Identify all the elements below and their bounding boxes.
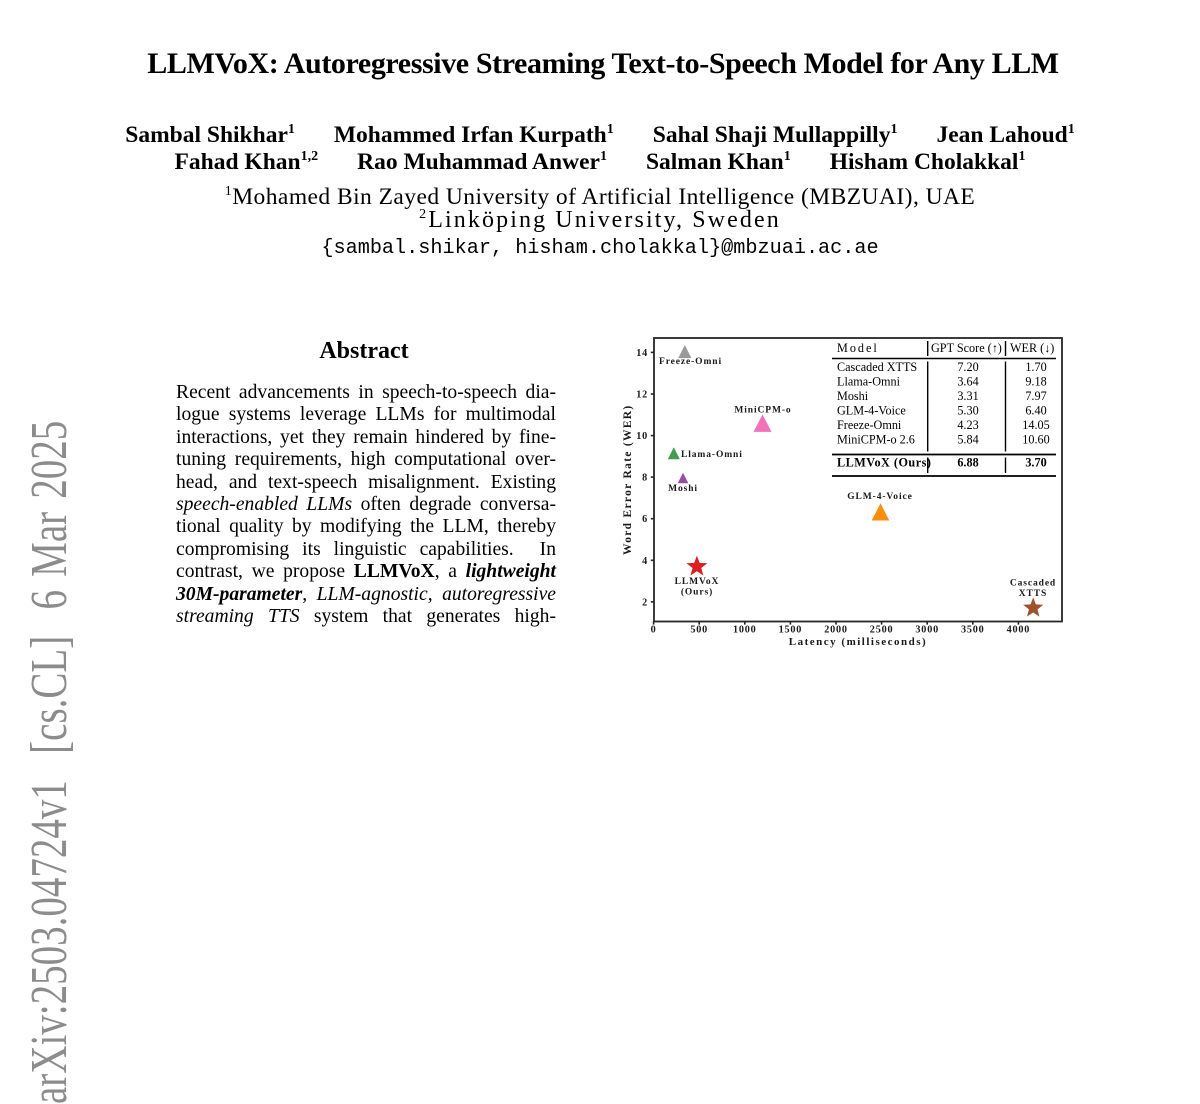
svg-text:2: 2	[642, 597, 648, 608]
svg-text:Moshi: Moshi	[837, 389, 869, 403]
svg-text:1.70: 1.70	[1025, 360, 1046, 374]
svg-text:3500: 3500	[961, 625, 985, 636]
svg-text:4.23: 4.23	[957, 418, 978, 432]
svg-text:WER (↓): WER (↓)	[1010, 341, 1054, 355]
svg-text:6: 6	[642, 514, 648, 525]
svg-text:5.84: 5.84	[957, 433, 978, 447]
svg-text:GPT Score (↑): GPT Score (↑)	[931, 341, 1002, 355]
svg-text:5.30: 5.30	[957, 404, 978, 418]
svg-text:3.64: 3.64	[957, 375, 978, 389]
svg-text:Latency (milliseconds): Latency (milliseconds)	[789, 636, 927, 648]
svg-text:MiniCPM-o 2.6: MiniCPM-o 2.6	[837, 433, 915, 447]
svg-text:2000: 2000	[824, 625, 848, 636]
svg-text:3.31: 3.31	[957, 389, 978, 403]
svg-text:8: 8	[642, 473, 648, 484]
svg-text:Llama-Omni: Llama-Omni	[681, 450, 743, 460]
svg-text:3.70: 3.70	[1025, 456, 1046, 470]
svg-text:XTTS: XTTS	[1019, 589, 1047, 599]
svg-text:Llama-Omni: Llama-Omni	[837, 375, 901, 389]
svg-text:9.18: 9.18	[1025, 375, 1046, 389]
svg-text:7.20: 7.20	[957, 360, 978, 374]
svg-text:LLMVoX: LLMVoX	[675, 577, 720, 587]
svg-text:Cascaded: Cascaded	[1010, 579, 1056, 589]
svg-text:3000: 3000	[915, 625, 939, 636]
svg-text:6.88: 6.88	[957, 456, 978, 470]
svg-text:6.40: 6.40	[1025, 404, 1046, 418]
svg-text:LLMVoX (Ours): LLMVoX (Ours)	[837, 456, 931, 470]
svg-text:10.60: 10.60	[1022, 433, 1049, 447]
svg-text:500: 500	[690, 625, 708, 636]
svg-text:Cascaded XTTS: Cascaded XTTS	[837, 360, 917, 374]
svg-text:14.05: 14.05	[1022, 418, 1049, 432]
svg-text:1000: 1000	[733, 625, 757, 636]
svg-text:Freeze-Omni: Freeze-Omni	[837, 418, 902, 432]
svg-text:0: 0	[651, 625, 657, 636]
svg-text:GLM-4-Voice: GLM-4-Voice	[837, 404, 906, 418]
svg-text:Moshi: Moshi	[668, 484, 698, 494]
svg-text:GLM-4-Voice: GLM-4-Voice	[847, 492, 912, 502]
svg-text:Freeze-Omni: Freeze-Omni	[659, 357, 722, 367]
svg-text:(Ours): (Ours)	[681, 587, 713, 598]
svg-text:14: 14	[636, 348, 648, 359]
svg-text:2500: 2500	[870, 625, 894, 636]
svg-text:4: 4	[642, 556, 648, 567]
svg-text:MiniCPM-o: MiniCPM-o	[734, 406, 791, 416]
svg-text:12: 12	[636, 390, 648, 401]
svg-text:10: 10	[636, 431, 648, 442]
svg-text:4000: 4000	[1007, 625, 1031, 636]
svg-text:7.97: 7.97	[1025, 389, 1046, 403]
svg-text:Model: Model	[837, 341, 879, 355]
svg-text:1500: 1500	[779, 625, 803, 636]
svg-text:Word Error Rate (WER): Word Error Rate (WER)	[622, 404, 634, 554]
